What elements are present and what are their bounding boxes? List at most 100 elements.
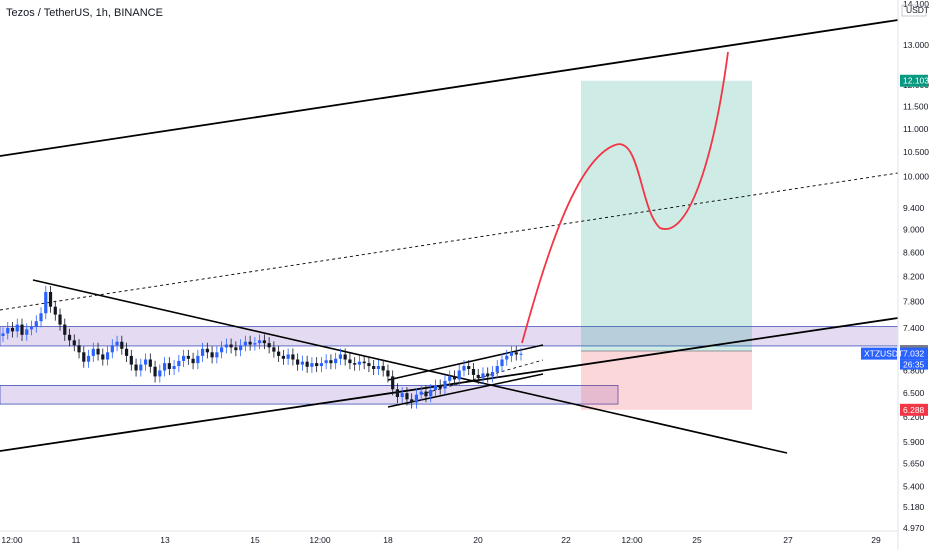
candle-body <box>124 348 129 356</box>
price-badge <box>900 403 928 416</box>
candle-body <box>39 313 43 322</box>
forecast-curve[interactable] <box>521 51 729 344</box>
candle <box>148 353 152 373</box>
candle <box>433 379 438 397</box>
candle <box>505 349 509 366</box>
candle <box>15 318 19 338</box>
trendlines-layer[interactable] <box>0 19 899 454</box>
candle <box>481 367 485 384</box>
support-zone[interactable] <box>0 385 619 405</box>
candle-body <box>210 352 214 358</box>
candle <box>315 357 319 373</box>
wedge-mid-line[interactable] <box>414 359 544 397</box>
time-tick-label: 11 <box>72 535 81 545</box>
candle-body <box>186 355 190 359</box>
candle-body <box>319 363 324 367</box>
price-tick-label: 6.500 <box>903 388 925 398</box>
rising-wedge-lower[interactable] <box>387 373 544 408</box>
candle-body <box>67 334 72 341</box>
candle <box>39 307 43 328</box>
candle-body <box>258 340 262 344</box>
candle-body <box>476 374 480 378</box>
candle <box>381 360 385 377</box>
forecast-layer[interactable] <box>521 51 729 344</box>
candle <box>210 346 214 364</box>
candle-body <box>129 355 133 365</box>
lower-channel-line[interactable] <box>0 317 899 452</box>
candle-body <box>243 341 247 346</box>
symbol-label: XTZUSDT <box>864 349 903 359</box>
candle <box>376 360 381 376</box>
time-axis[interactable]: 12:00 11 13 15 12:00 18 20 22 12:00 25 27 29 <box>0 530 898 545</box>
currency-label: USDT <box>906 5 929 15</box>
candle-body <box>357 361 362 365</box>
descending-trendline[interactable] <box>32 279 788 454</box>
zones-layer <box>0 326 899 405</box>
time-tick-label: 27 <box>783 535 793 545</box>
candle <box>134 358 138 377</box>
candle <box>181 349 186 368</box>
candle-body <box>343 354 347 360</box>
candle <box>395 383 400 404</box>
candle <box>72 334 76 352</box>
currency-box <box>901 4 927 17</box>
candle <box>310 357 314 373</box>
price-badge <box>900 74 928 87</box>
candle <box>205 342 209 359</box>
time-tick-label: 22 <box>561 535 571 545</box>
candle <box>262 334 266 350</box>
profit-zone[interactable] <box>581 80 752 352</box>
candle-body <box>58 314 62 325</box>
candle-body <box>10 327 15 332</box>
candle <box>158 364 162 383</box>
candle-body <box>220 347 224 353</box>
upper-channel-line[interactable] <box>0 19 899 157</box>
candle-body <box>143 359 148 365</box>
candle-body <box>353 363 357 365</box>
price-tick-label: 5.180 <box>903 502 925 512</box>
stop-zone[interactable] <box>581 351 752 410</box>
price-tick-label: 8.600 <box>903 247 925 257</box>
candle-body <box>86 355 91 362</box>
candle <box>48 285 53 313</box>
price-axis[interactable]: 14.10013.00012.00011.50011.00010.50010.0… <box>861 0 932 550</box>
candle <box>443 374 447 395</box>
candle <box>405 387 409 406</box>
time-tick-label: 12:00 <box>309 535 331 545</box>
price-tick-label: 4.970 <box>903 523 925 533</box>
candle-body <box>139 364 143 371</box>
candle <box>63 318 67 341</box>
candle-body <box>386 370 390 377</box>
candle-body <box>15 324 19 332</box>
candle-body <box>153 366 157 377</box>
candle <box>319 357 324 373</box>
price-badge-label: 12.103 <box>903 76 929 86</box>
candle-body <box>315 363 319 367</box>
candle-body <box>200 348 205 356</box>
candle <box>129 349 133 371</box>
candle-body <box>63 324 67 335</box>
candle-body <box>134 364 138 371</box>
resistance-zone[interactable] <box>0 326 899 347</box>
candle <box>286 348 290 365</box>
candle <box>338 348 343 365</box>
price-tick-label: 7.400 <box>903 323 925 333</box>
candle-body <box>224 344 228 348</box>
candle-body <box>471 368 476 375</box>
candle-body <box>505 355 509 360</box>
mid-channel-line[interactable] <box>0 172 899 311</box>
candle <box>495 360 499 379</box>
candle <box>224 338 228 354</box>
price-tick-label: 10.000 <box>903 172 929 182</box>
candle-body <box>82 352 86 362</box>
candles-layer <box>1 285 523 409</box>
candle <box>324 354 328 370</box>
candle-body <box>20 324 24 335</box>
rising-wedge-upper[interactable] <box>387 344 544 381</box>
candle <box>243 335 247 352</box>
candle-body <box>91 348 95 356</box>
candle <box>234 341 238 357</box>
candle <box>353 357 357 371</box>
candle <box>220 341 224 359</box>
